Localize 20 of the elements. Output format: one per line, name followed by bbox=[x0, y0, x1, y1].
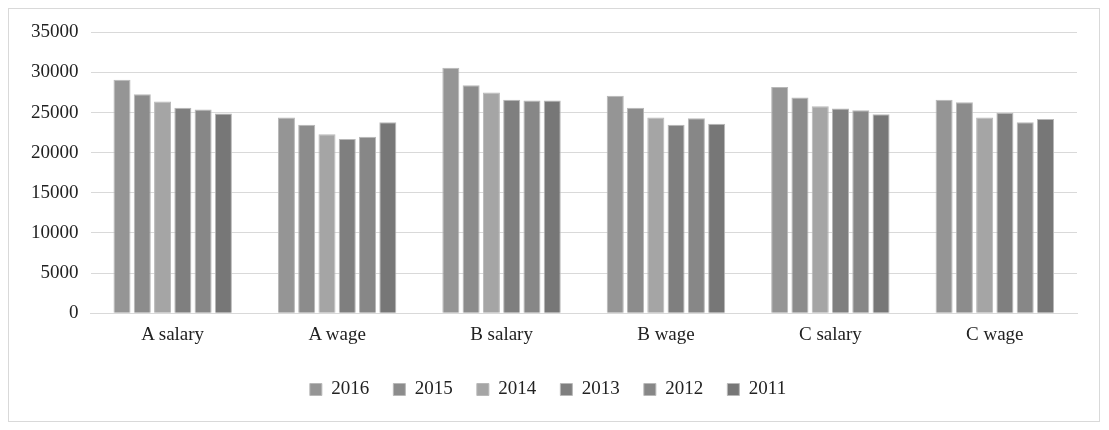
legend-label: 2014 bbox=[498, 377, 537, 399]
legend-label: 2012 bbox=[665, 377, 704, 399]
y-tick-label: 35000 bbox=[31, 20, 79, 42]
y-tick-label: 10000 bbox=[31, 220, 79, 242]
legend-label: 2015 bbox=[414, 377, 453, 399]
y-tick-label: 0 bbox=[69, 301, 79, 323]
y-tick-label: 15000 bbox=[31, 180, 79, 202]
y-tick-label: 20000 bbox=[31, 140, 79, 162]
y-tick-label: 5000 bbox=[40, 261, 79, 283]
y-tick-label: 30000 bbox=[31, 60, 79, 82]
x-tick-label: A wage bbox=[308, 322, 366, 344]
legend-label: 2013 bbox=[581, 377, 620, 399]
legend-label: 2011 bbox=[748, 377, 787, 399]
legend-label: 2016 bbox=[331, 377, 370, 399]
x-tick-label: B salary bbox=[470, 322, 534, 344]
x-tick-label: B wage bbox=[637, 322, 695, 344]
x-tick-label: C wage bbox=[966, 322, 1024, 344]
x-tick-label: A salary bbox=[141, 322, 205, 344]
y-tick-label: 25000 bbox=[31, 100, 79, 122]
x-tick-label: C salary bbox=[798, 322, 863, 344]
